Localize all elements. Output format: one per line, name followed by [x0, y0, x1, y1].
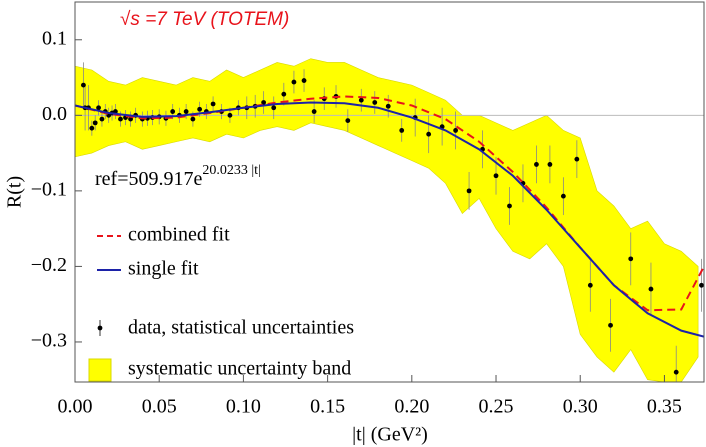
data-point: [92, 120, 98, 126]
fit-line: [75, 101, 704, 338]
data-point: [547, 162, 553, 167]
data-point: [399, 128, 405, 133]
annotation: ref=509.917e20.0233 |t|: [95, 163, 261, 189]
data-point: [699, 282, 704, 288]
data-point: [493, 173, 499, 179]
data-point: [345, 118, 351, 124]
data-point: [210, 101, 216, 107]
y-tick-label: −0.3: [31, 330, 67, 352]
data-point: [453, 128, 458, 133]
data-point: [190, 116, 196, 122]
data-point: [89, 125, 95, 131]
x-axis-label: |t| (GeV²): [352, 424, 428, 446]
data-point: [118, 116, 123, 122]
annotation-base: ref=509.917e: [95, 168, 202, 190]
data-point: [170, 109, 176, 114]
x-tick-label: 0.30: [563, 396, 598, 418]
data-point: [560, 193, 566, 199]
x-tick-label: 0.05: [142, 396, 177, 418]
x-tick-label: 0.00: [58, 396, 93, 418]
y-tick-label: −0.1: [31, 178, 67, 200]
data-point: [261, 100, 267, 105]
x-tick-label: 0.10: [226, 396, 261, 418]
y-axis-label: R(t): [4, 176, 26, 208]
y-tick-label: 0.0: [42, 103, 67, 125]
data-point: [534, 162, 539, 167]
data-point: [507, 203, 512, 209]
frame: [74, 1, 705, 383]
data-point: [608, 322, 613, 328]
fit-line: [75, 95, 704, 312]
y-tick-label: −0.2: [31, 254, 67, 276]
legend-band: [88, 358, 112, 382]
data-point: [673, 369, 679, 375]
legend-label: systematic uncertainty band: [128, 358, 351, 380]
y-tick-label: 0.1: [42, 27, 67, 49]
annotation-exponent: 20.0233 |t|: [202, 163, 261, 178]
data-point: [358, 97, 364, 103]
data-point: [466, 188, 472, 194]
data-point: [227, 112, 233, 118]
data-point: [271, 105, 277, 111]
data-point: [81, 82, 86, 88]
data-point: [197, 106, 203, 112]
x-tick-label: 0.25: [479, 396, 514, 418]
x-tick-label: 0.15: [310, 396, 345, 418]
data-point: [291, 79, 297, 85]
data-point: [183, 109, 189, 114]
x-tick-label: 0.35: [647, 396, 682, 418]
data-point: [587, 282, 593, 288]
data-point: [96, 105, 101, 111]
legend-label: combined fit: [128, 224, 230, 246]
uncertainty-band: [75, 58, 699, 382]
data-point: [385, 103, 391, 109]
data-point: [372, 100, 378, 105]
legend-label: single fit: [128, 258, 199, 280]
data-point: [301, 78, 307, 83]
legend-point: [97, 325, 103, 331]
data-point: [281, 91, 287, 97]
data-point: [628, 256, 634, 262]
data-point: [426, 131, 432, 137]
plot-area: [75, 58, 704, 382]
chart-title: √s =7 TeV (TOTEM): [120, 9, 289, 30]
data-point: [99, 116, 105, 122]
data-point: [311, 109, 317, 114]
data-point: [574, 156, 580, 162]
data-point: [648, 286, 654, 292]
x-tick-label: 0.20: [394, 396, 429, 418]
legend-label: data, statistical uncertainties: [128, 317, 354, 339]
